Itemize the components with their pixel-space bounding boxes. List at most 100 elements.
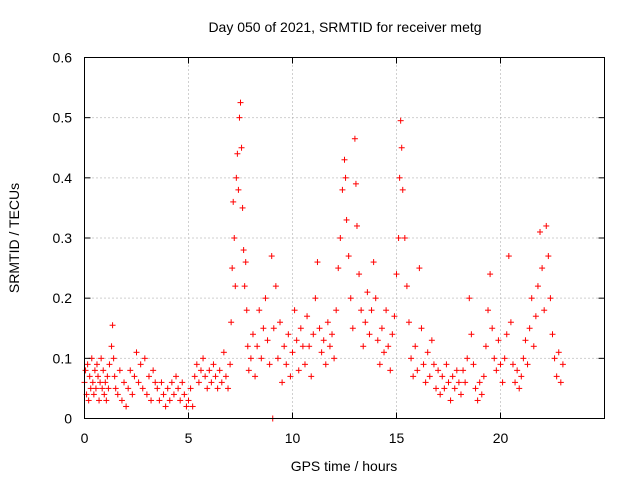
data-point <box>189 403 196 410</box>
data-point <box>422 379 429 386</box>
data-point <box>210 361 217 368</box>
data-point <box>256 307 263 314</box>
data-point <box>150 367 157 374</box>
data-point <box>356 271 363 278</box>
data-point <box>240 247 247 254</box>
data-point <box>532 313 539 320</box>
data-point <box>403 283 410 290</box>
data-point <box>112 385 119 392</box>
data-point <box>160 391 167 398</box>
data-point <box>279 379 286 386</box>
data-point <box>235 186 242 193</box>
data-point <box>141 355 148 362</box>
data-point <box>453 367 460 374</box>
data-point <box>87 385 94 392</box>
data-point <box>127 367 134 374</box>
data-point <box>518 373 525 380</box>
data-point <box>91 367 98 374</box>
data-point <box>158 379 165 386</box>
data-point <box>238 144 245 151</box>
data-point <box>393 271 400 278</box>
data-point <box>547 295 554 302</box>
y-tick-label: 0.1 <box>53 350 73 366</box>
data-point <box>464 355 471 362</box>
data-point <box>234 150 241 157</box>
data-point <box>230 198 237 205</box>
data-point <box>487 271 494 278</box>
data-point <box>549 331 556 338</box>
y-tick-label: 0.4 <box>53 170 73 186</box>
data-point <box>95 373 102 380</box>
y-tick-label: 0 <box>64 411 72 427</box>
data-point <box>387 367 394 374</box>
data-point <box>212 373 219 380</box>
data-point <box>335 265 342 272</box>
y-axis-label: SRMTID / TECUs <box>6 183 22 293</box>
data-point <box>345 253 352 260</box>
data-point <box>514 367 521 374</box>
data-point <box>476 379 483 386</box>
data-point <box>351 135 358 142</box>
data-point <box>143 391 150 398</box>
data-point <box>507 319 514 326</box>
data-point <box>118 397 125 404</box>
data-point <box>441 385 448 392</box>
x-tick-label: 20 <box>493 430 509 446</box>
data-point <box>270 325 277 332</box>
x-tick-label: 15 <box>389 430 405 446</box>
data-point <box>443 361 450 368</box>
data-point <box>457 391 464 398</box>
data-point <box>92 385 99 392</box>
data-point <box>116 367 123 374</box>
data-point <box>537 228 544 235</box>
y-tick-label: 0.2 <box>53 290 73 306</box>
data-point <box>145 373 152 380</box>
data-point <box>228 319 235 326</box>
data-point <box>200 355 207 362</box>
data-point <box>102 379 109 386</box>
data-point <box>229 265 236 272</box>
data-point <box>376 361 383 368</box>
data-point <box>266 361 273 368</box>
data-point <box>493 367 500 374</box>
data-point <box>162 403 169 410</box>
y-axis-ticks: 0 0.1 0.2 0.3 0.4 0.5 0.6 <box>53 50 605 427</box>
data-point <box>227 361 234 368</box>
x-tick-label: 10 <box>285 430 301 446</box>
data-point <box>289 349 296 356</box>
data-point <box>395 235 402 241</box>
data-point <box>98 355 105 362</box>
data-point <box>474 397 481 404</box>
data-point <box>374 337 381 344</box>
x-axis-label: GPS time / hours <box>291 458 398 474</box>
data-point <box>418 325 425 332</box>
data-point <box>82 367 89 374</box>
data-point <box>156 397 163 404</box>
data-point <box>339 186 346 193</box>
data-point <box>287 373 294 380</box>
data-point <box>482 343 489 350</box>
data-point <box>314 259 321 266</box>
data-point <box>505 253 512 260</box>
data-point <box>534 283 541 290</box>
data-point <box>512 379 519 386</box>
data-point <box>503 331 510 338</box>
data-point <box>111 373 118 380</box>
data-point <box>133 349 140 356</box>
data-point <box>312 295 319 302</box>
data-point <box>89 379 96 386</box>
data-point <box>329 331 336 338</box>
data-point <box>110 355 117 362</box>
data-point <box>268 253 275 260</box>
data-point <box>468 331 475 338</box>
data-point <box>125 385 132 392</box>
data-point <box>559 361 566 368</box>
data-point <box>114 391 121 398</box>
data-point <box>85 397 92 404</box>
data-point <box>283 361 290 368</box>
data-point <box>522 337 529 344</box>
data-point <box>152 379 159 386</box>
data-point <box>100 367 107 374</box>
data-point <box>489 325 496 332</box>
data-point <box>541 307 548 314</box>
